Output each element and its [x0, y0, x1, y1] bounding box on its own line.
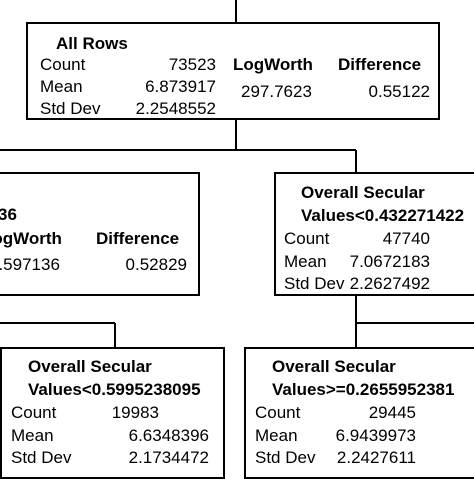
root-stddev-value: 2.2548552	[135, 99, 216, 118]
root-node: All Rows Count 73523 Mean 6.873917 Std D…	[26, 22, 440, 120]
left-node-logworth-header: LogWorth	[0, 229, 62, 248]
bottom-right-node-count-value: 29445	[368, 403, 416, 422]
root-mean-value: 6.873917	[145, 77, 216, 96]
bottom-left-node-count-label: Count	[11, 403, 57, 422]
right-node: Overall Secular Values<0.432271422 Count…	[274, 172, 474, 296]
right-node-mean-value: 7.0672183	[349, 252, 430, 271]
right-node-stddev-label: Std Dev	[284, 274, 345, 293]
root-logworth-value: 297.7623	[241, 82, 312, 101]
left-node-logworth-value: 3.597136	[0, 255, 60, 274]
left-node-difference-value: 0.52829	[125, 255, 187, 274]
root-count-value: 73523	[168, 55, 216, 74]
right-node-mean-label: Mean	[284, 252, 327, 271]
bottom-left-node-title-line1: Overall Secular	[28, 357, 152, 376]
bottom-left-node-count-value: 19983	[111, 403, 159, 422]
root-title: All Rows	[56, 34, 128, 53]
root-difference-header: Difference	[338, 55, 422, 74]
bottom-right-node-title-line2: Values>=0.2655952381	[272, 380, 455, 399]
right-node-title-line2: Values<0.432271422	[301, 206, 465, 225]
bottom-right-node-stddev-label: Std Dev	[255, 448, 316, 467]
bottom-left-node-mean-label: Mean	[11, 426, 54, 445]
bottom-left-node-title-line2: Values<0.5995238095	[28, 380, 201, 399]
bottom-right-node-mean-value: 6.9439973	[335, 426, 416, 445]
root-difference-value: 0.55122	[368, 82, 430, 101]
root-logworth-header: LogWorth	[233, 55, 313, 74]
bottom-right-node-title-line1: Overall Secular	[272, 357, 396, 376]
bottom-left-node-stddev-label: Std Dev	[11, 448, 72, 467]
root-count-label: Count	[40, 55, 86, 74]
bottom-right-node-count-label: Count	[255, 403, 301, 422]
bottom-right-node-stddev-value: 2.2427611	[336, 448, 416, 467]
bottom-left-node: Overall Secular Values<0.5995238095 Coun…	[0, 347, 225, 479]
right-node-title-line1: Overall Secular	[301, 183, 425, 202]
bottom-right-node: Overall Secular Values>=0.2655952381 Cou…	[244, 347, 474, 479]
right-node-count-value: 47740	[382, 229, 430, 248]
left-node: 36 LogWorth Difference 3.597136 0.52829	[0, 172, 200, 296]
right-node-stddev-value: 2.2627492	[349, 274, 430, 293]
right-node-count-label: Count	[284, 229, 330, 248]
bottom-left-node-stddev-value: 2.1734472	[128, 448, 209, 467]
left-node-difference-header: Difference	[96, 229, 180, 248]
left-node-title-fragment: 36	[0, 205, 17, 224]
root-mean-label: Mean	[40, 77, 83, 96]
root-stddev-label: Std Dev	[40, 99, 101, 118]
bottom-left-node-mean-value: 6.6348396	[128, 426, 209, 445]
bottom-right-node-mean-label: Mean	[255, 426, 298, 445]
